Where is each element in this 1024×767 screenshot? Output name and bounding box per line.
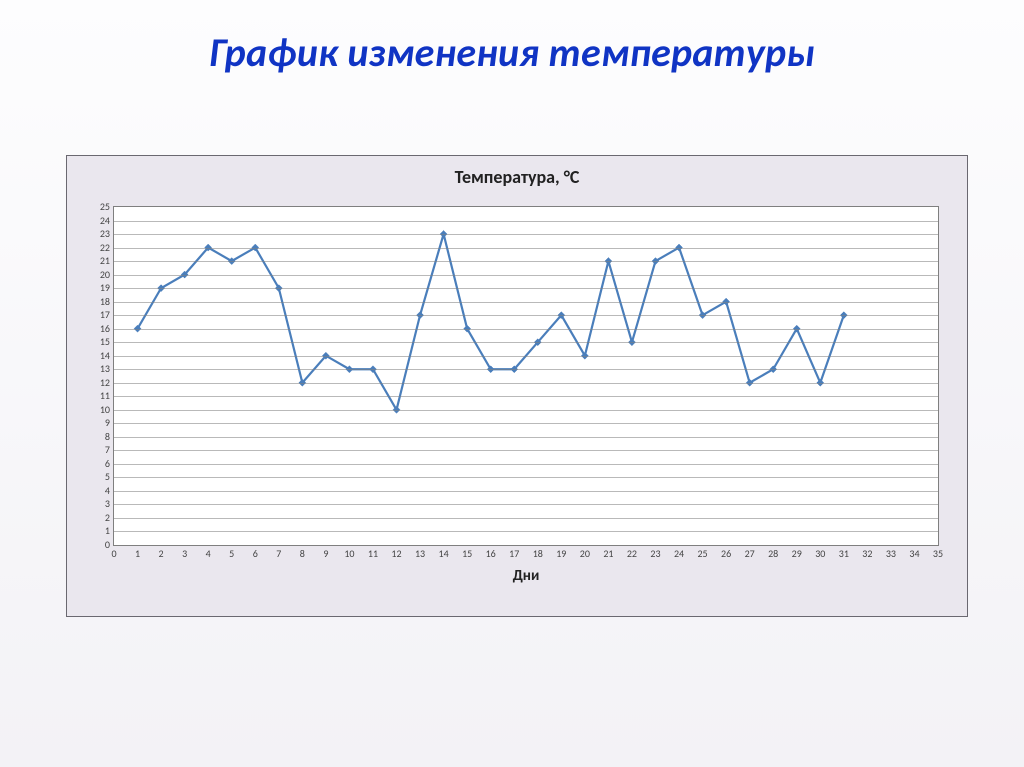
x-tick-label: 4 — [206, 545, 211, 559]
y-tick-label: 4 — [90, 486, 114, 496]
x-tick-label: 22 — [627, 545, 637, 559]
y-tick-label: 15 — [90, 337, 114, 347]
x-tick-label: 3 — [182, 545, 187, 559]
x-tick-label: 12 — [391, 545, 401, 559]
gridline — [114, 437, 938, 438]
x-tick-label: 17 — [509, 545, 519, 559]
x-tick-label: 27 — [745, 545, 755, 559]
x-tick-label: 31 — [839, 545, 849, 559]
x-tick-label: 14 — [439, 545, 449, 559]
gridline — [114, 302, 938, 303]
y-tick-label: 24 — [90, 216, 114, 226]
gridline — [114, 504, 938, 505]
x-tick-label: 19 — [556, 545, 566, 559]
x-tick-label: 15 — [462, 545, 472, 559]
gridline — [114, 450, 938, 451]
x-tick-label: 25 — [697, 545, 707, 559]
gridline — [114, 410, 938, 411]
gridline — [114, 248, 938, 249]
gridline — [114, 383, 938, 384]
x-tick-label: 23 — [650, 545, 660, 559]
y-tick-label: 13 — [90, 364, 114, 374]
gridline — [114, 275, 938, 276]
x-tick-label: 29 — [792, 545, 802, 559]
gridline — [114, 329, 938, 330]
x-tick-label: 21 — [603, 545, 613, 559]
gridline — [114, 477, 938, 478]
gridline — [114, 464, 938, 465]
y-tick-label: 22 — [90, 243, 114, 253]
x-tick-label: 18 — [533, 545, 543, 559]
gridline — [114, 288, 938, 289]
x-tick-label: 30 — [815, 545, 825, 559]
y-tick-label: 20 — [90, 270, 114, 280]
x-tick-label: 20 — [580, 545, 590, 559]
x-tick-label: 10 — [344, 545, 354, 559]
gridline — [114, 396, 938, 397]
y-tick-label: 7 — [90, 445, 114, 455]
y-tick-label: 21 — [90, 256, 114, 266]
x-tick-label: 7 — [276, 545, 281, 559]
y-tick-label: 1 — [90, 526, 114, 536]
x-tick-label: 28 — [768, 545, 778, 559]
y-tick-label: 8 — [90, 432, 114, 442]
y-tick-label: 16 — [90, 324, 114, 334]
x-tick-label: 8 — [300, 545, 305, 559]
y-tick-label: 0 — [90, 540, 114, 550]
gridline — [114, 234, 938, 235]
y-tick-label: 11 — [90, 391, 114, 401]
y-tick-label: 12 — [90, 378, 114, 388]
y-tick-label: 23 — [90, 229, 114, 239]
chart-title: Температура, °C — [67, 166, 967, 188]
x-tick-label: 34 — [909, 545, 919, 559]
slide-title: График изменения температуры — [0, 0, 1024, 77]
y-tick-label: 17 — [90, 310, 114, 320]
x-tick-label: 26 — [721, 545, 731, 559]
x-tick-label: 24 — [674, 545, 684, 559]
x-tick-label: 33 — [886, 545, 896, 559]
x-tick-label: 0 — [111, 545, 116, 559]
gridline — [114, 315, 938, 316]
x-tick-label: 9 — [323, 545, 328, 559]
y-tick-label: 25 — [90, 202, 114, 212]
gridline — [114, 356, 938, 357]
x-tick-label: 16 — [486, 545, 496, 559]
x-tick-label: 6 — [253, 545, 258, 559]
x-tick-label: 11 — [368, 545, 378, 559]
gridline — [114, 369, 938, 370]
gridline — [114, 342, 938, 343]
gridline — [114, 221, 938, 222]
y-tick-label: 10 — [90, 405, 114, 415]
y-tick-label: 6 — [90, 459, 114, 469]
line-series — [114, 207, 938, 545]
y-tick-label: 18 — [90, 297, 114, 307]
gridline — [114, 518, 938, 519]
gridline — [114, 261, 938, 262]
gridline — [114, 423, 938, 424]
plot-area: Дни 012345678910111213141516171819202122… — [113, 206, 939, 546]
y-tick-label: 19 — [90, 283, 114, 293]
x-tick-label: 2 — [159, 545, 164, 559]
x-tick-label: 5 — [229, 545, 234, 559]
y-tick-label: 9 — [90, 418, 114, 428]
y-tick-label: 3 — [90, 499, 114, 509]
gridline — [114, 491, 938, 492]
x-tick-label: 13 — [415, 545, 425, 559]
x-tick-label: 1 — [135, 545, 140, 559]
gridline — [114, 531, 938, 532]
x-tick-label: 32 — [862, 545, 872, 559]
y-tick-label: 2 — [90, 513, 114, 523]
x-tick-label: 35 — [933, 545, 943, 559]
chart-panel: Температура, °C Дни 01234567891011121314… — [66, 155, 968, 617]
y-tick-label: 5 — [90, 472, 114, 482]
y-tick-label: 14 — [90, 351, 114, 361]
x-axis-label: Дни — [114, 567, 938, 585]
